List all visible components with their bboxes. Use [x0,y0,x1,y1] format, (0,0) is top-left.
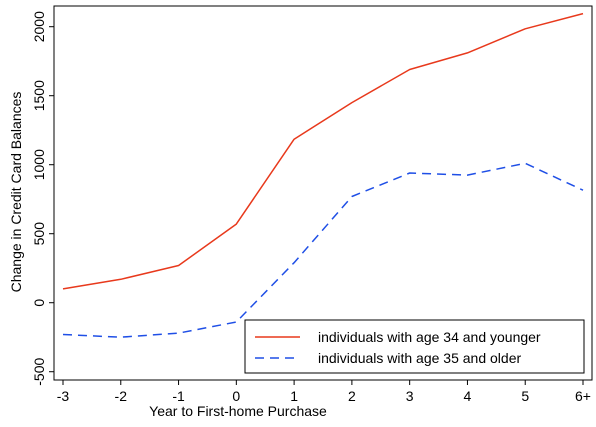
legend-label-younger: individuals with age 34 and younger [318,329,541,345]
x-tick-label: 5 [521,388,529,404]
x-tick-label: -2 [115,388,128,404]
x-tick-label: -1 [172,388,185,404]
x-axis-title: Year to First-home Purchase [149,403,327,419]
x-tick-label: 6+ [575,388,591,404]
x-tick-label: -3 [57,388,70,404]
series-line-younger [62,12,584,290]
y-tick-label: 1500 [31,80,47,111]
x-tick-label: 3 [406,388,414,404]
y-tick-label: 500 [31,222,47,246]
y-tick-label: -500 [31,358,47,386]
legend-box [244,319,585,374]
series-line-older [62,162,584,338]
plot-frame [53,5,593,381]
x-tick-label: 4 [464,388,472,404]
series-layer [62,12,584,338]
y-tick-label: 0 [31,299,47,307]
y-axis: -500 0 500 1000 1500 2000 [31,11,54,386]
legend: individuals with age 34 and younger indi… [244,319,585,374]
x-tick-label: 1 [290,388,298,404]
legend-label-older: individuals with age 35 and older [318,350,521,366]
x-tick-label: 0 [232,388,240,404]
y-tick-label: 2000 [31,11,47,42]
y-tick-label: 1000 [31,149,47,180]
y-axis-title: Change in Credit Card Balances [8,92,24,293]
x-axis: -3 -2 -1 0 1 2 3 4 5 6+ [57,380,591,404]
x-tick-label: 2 [348,388,356,404]
